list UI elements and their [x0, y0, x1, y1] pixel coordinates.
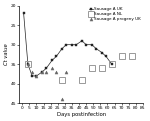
Sausage A UK	[91, 44, 93, 45]
Line: Sausage A UK: Sausage A UK	[22, 12, 113, 77]
Sausage A progeny UK	[51, 67, 53, 69]
Sausage A NL	[81, 79, 83, 81]
Sausage A NL	[61, 79, 63, 81]
Sausage A progeny UK	[56, 71, 57, 73]
Line: Sausage A NL: Sausage A NL	[25, 54, 134, 83]
Sausage A UK	[23, 13, 25, 14]
Sausage A NL	[91, 67, 93, 69]
Sausage A progeny UK	[41, 71, 43, 73]
Sausage A NL	[101, 67, 103, 69]
Sausage A UK	[27, 64, 29, 65]
Sausage A progeny UK	[61, 99, 63, 100]
Sausage A UK	[75, 44, 77, 45]
Y-axis label: Ct value: Ct value	[4, 44, 9, 65]
Sausage A UK	[101, 52, 103, 53]
Sausage A NL	[27, 64, 29, 65]
Sausage A UK	[95, 48, 97, 49]
Legend: Sausage A UK, Sausage A NL, Sausage A progeny UK: Sausage A UK, Sausage A NL, Sausage A pr…	[89, 7, 141, 22]
Sausage A UK	[71, 44, 73, 45]
Sausage A progeny UK	[31, 71, 33, 73]
Line: Sausage A progeny UK: Sausage A progeny UK	[26, 63, 68, 101]
Sausage A UK	[45, 67, 47, 69]
Sausage A progeny UK	[27, 64, 29, 65]
Sausage A UK	[65, 44, 67, 45]
Sausage A UK	[85, 44, 87, 45]
Sausage A progeny UK	[65, 71, 67, 73]
Sausage A UK	[111, 64, 113, 65]
Sausage A NL	[111, 64, 113, 65]
Sausage A NL	[131, 56, 133, 57]
Sausage A UK	[105, 56, 107, 57]
Sausage A UK	[56, 56, 57, 57]
Sausage A UK	[81, 40, 83, 42]
X-axis label: Days postinfection: Days postinfection	[57, 112, 106, 117]
Sausage A UK	[31, 75, 33, 77]
Sausage A UK	[36, 75, 37, 77]
Sausage A NL	[121, 56, 123, 57]
Sausage A UK	[41, 71, 43, 73]
Sausage A progeny UK	[36, 75, 37, 77]
Sausage A UK	[51, 60, 53, 61]
Sausage A progeny UK	[45, 71, 47, 73]
Sausage A UK	[61, 48, 63, 49]
